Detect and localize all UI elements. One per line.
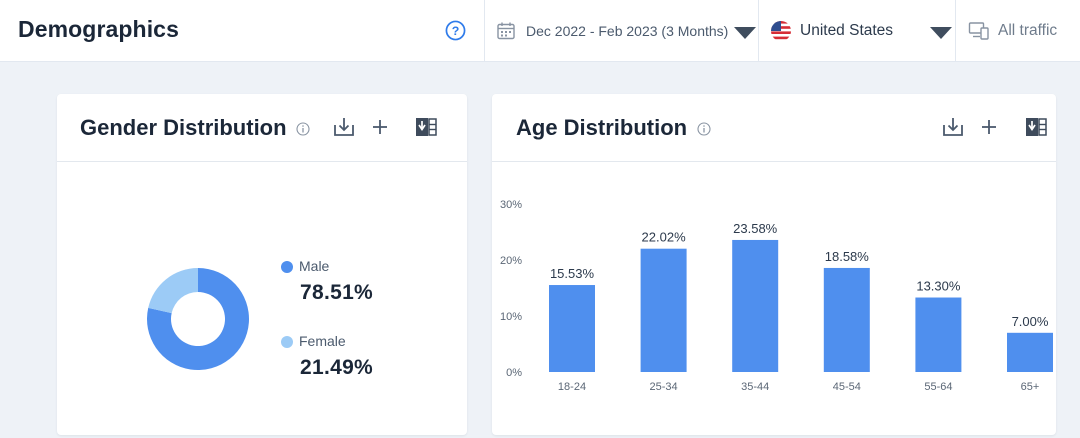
- download-icon[interactable]: [333, 116, 355, 138]
- card-title: Gender Distribution: [80, 115, 287, 140]
- legend-dot-male: [281, 261, 293, 273]
- x-axis-tick: 55-64: [924, 381, 952, 393]
- bar-45-54[interactable]: [823, 267, 870, 372]
- info-icon[interactable]: [697, 122, 711, 136]
- x-axis-tick: 35-44: [741, 381, 769, 393]
- bar-55-64[interactable]: [915, 297, 962, 372]
- bar-data-label: 23.58%: [733, 221, 778, 236]
- country-label: United States: [800, 22, 894, 39]
- bar-data-label: 13.30%: [916, 279, 961, 294]
- age-bar-chart: 0% 10% 20% 30% 15.53% 18-24 22.02% 25-34 23.58% 3…: [500, 199, 1053, 393]
- x-axis-tick: 18-24: [558, 381, 586, 393]
- chevron-down-icon[interactable]: [734, 27, 756, 39]
- bar-65+[interactable]: [1007, 332, 1053, 372]
- donut-slice-male[interactable]: [147, 268, 249, 370]
- gender-distribution-card: Gender Distribution Male 78.51% Female: [57, 94, 467, 435]
- legend-label-male: Male: [299, 258, 330, 274]
- export-excel-icon[interactable]: [415, 116, 437, 138]
- bar-data-label: 7.00%: [1012, 314, 1049, 329]
- gender-donut-chart: [147, 268, 249, 370]
- export-excel-icon[interactable]: [1025, 116, 1047, 138]
- card-header: Age Distribution: [492, 94, 1056, 162]
- header-divider: [758, 0, 759, 62]
- info-icon[interactable]: [296, 122, 310, 136]
- y-axis-tick: 0%: [506, 367, 522, 379]
- card-title: Age Distribution: [516, 115, 688, 140]
- legend-value-male: 78.51%: [300, 281, 374, 304]
- y-axis-tick: 10%: [500, 311, 522, 323]
- chevron-down-icon[interactable]: [930, 27, 952, 39]
- bar-18-24[interactable]: [549, 285, 595, 372]
- age-distribution-card: Age Distribution 0% 10% 20% 30% 15.53% 18-24 2…: [492, 94, 1056, 435]
- bar-data-label: 15.53%: [550, 266, 595, 281]
- bar-data-label: 18.58%: [825, 249, 870, 264]
- x-axis-tick: 45-54: [833, 381, 861, 393]
- x-axis-tick: 25-34: [650, 381, 678, 393]
- legend-label-female: Female: [299, 333, 346, 349]
- y-axis-tick: 20%: [500, 255, 522, 267]
- page-title: Demographics: [18, 16, 179, 42]
- date-range-label: Dec 2022 - Feb 2023 (3 Months): [526, 23, 729, 39]
- header-divider: [955, 0, 956, 62]
- traffic-label: All traffic: [998, 22, 1058, 39]
- bar-35-44[interactable]: [732, 239, 779, 372]
- help-icon[interactable]: ?: [445, 20, 466, 41]
- header-divider: [484, 0, 485, 62]
- donut-slice-female[interactable]: [148, 268, 198, 314]
- country-dropdown[interactable]: United States: [770, 18, 893, 44]
- add-icon[interactable]: [369, 116, 391, 138]
- download-icon[interactable]: [942, 116, 964, 138]
- legend-dot-female: [281, 336, 293, 348]
- top-header: Demographics ? Dec 2022 - Feb 2023 (3 Mo…: [0, 0, 1080, 62]
- add-icon[interactable]: [978, 116, 1000, 138]
- traffic-type-dropdown[interactable]: All traffic: [968, 18, 1057, 44]
- calendar-icon: [497, 22, 515, 40]
- legend-value-female: 21.49%: [300, 356, 374, 379]
- x-axis-tick: 65+: [1021, 381, 1040, 393]
- bar-data-label: 22.02%: [642, 230, 687, 245]
- date-range-dropdown[interactable]: Dec 2022 - Feb 2023 (3 Months): [496, 17, 728, 45]
- bar-25-34[interactable]: [640, 248, 687, 372]
- us-flag-icon: [771, 21, 791, 41]
- devices-icon: [968, 22, 989, 40]
- svg-text:?: ?: [452, 24, 460, 38]
- y-axis-tick: 30%: [500, 199, 522, 211]
- card-header: Gender Distribution: [57, 94, 467, 162]
